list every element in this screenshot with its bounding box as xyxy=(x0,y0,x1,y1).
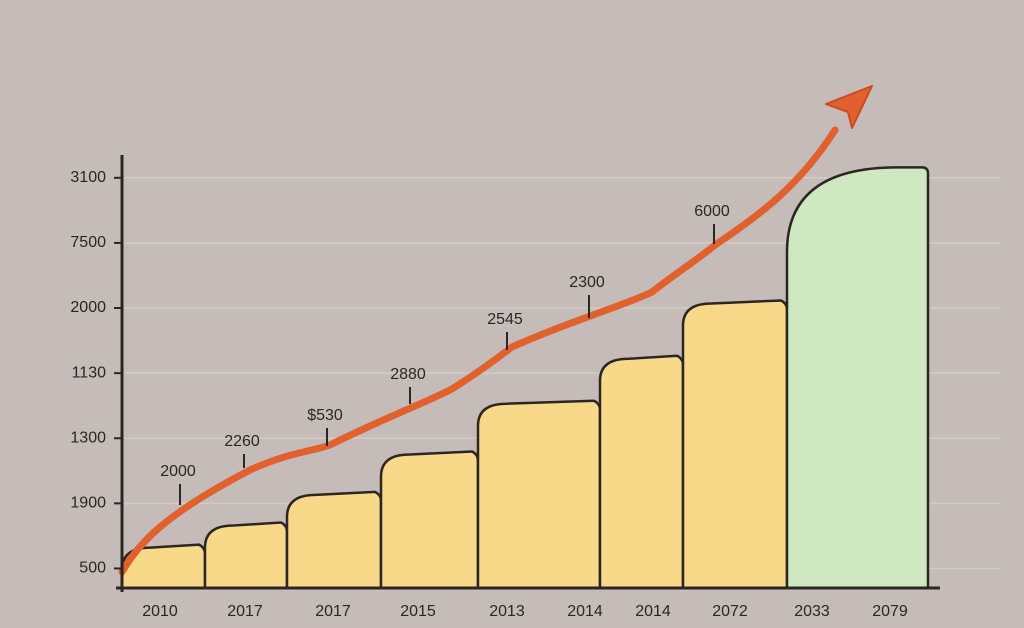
x-tick-label: 2017 xyxy=(227,603,263,620)
y-tick-label: 3100 xyxy=(70,169,106,186)
x-tick-label: 2072 xyxy=(712,603,748,620)
y-tick-label: 500 xyxy=(79,560,106,577)
x-tick-label: 2033 xyxy=(794,603,830,620)
annotation: 2000 xyxy=(160,463,196,480)
annotation: 2260 xyxy=(224,433,260,450)
y-tick-label: 2000 xyxy=(70,299,106,316)
bar xyxy=(203,521,289,590)
x-tick-label: 2010 xyxy=(142,603,178,620)
x-tick-label: 2014 xyxy=(635,603,671,620)
x-tick-label: 2015 xyxy=(400,603,436,620)
y-tick-label: 1300 xyxy=(70,429,106,446)
x-tick-label: 2014 xyxy=(567,603,603,620)
y-tick-label: 7500 xyxy=(70,234,106,251)
trend-arrow xyxy=(118,126,839,576)
x-tick-label: 2079 xyxy=(872,603,908,620)
annotation: 6000 xyxy=(694,203,730,220)
bar xyxy=(285,490,383,590)
bar xyxy=(476,399,602,590)
bar xyxy=(681,299,789,590)
bar xyxy=(379,450,480,590)
annotation: 2300 xyxy=(569,274,605,291)
y-tick-label: 1130 xyxy=(72,364,107,381)
annotation: 2880 xyxy=(390,366,426,383)
x-tick-label: 2013 xyxy=(489,603,525,620)
annotation: $530 xyxy=(307,407,343,424)
y-tick-label: 1900 xyxy=(70,495,106,512)
x-tick-label: 2017 xyxy=(315,603,351,620)
bar xyxy=(785,166,930,590)
bar xyxy=(598,354,685,590)
arrow-head xyxy=(825,85,873,129)
annotation: 2545 xyxy=(487,311,523,328)
